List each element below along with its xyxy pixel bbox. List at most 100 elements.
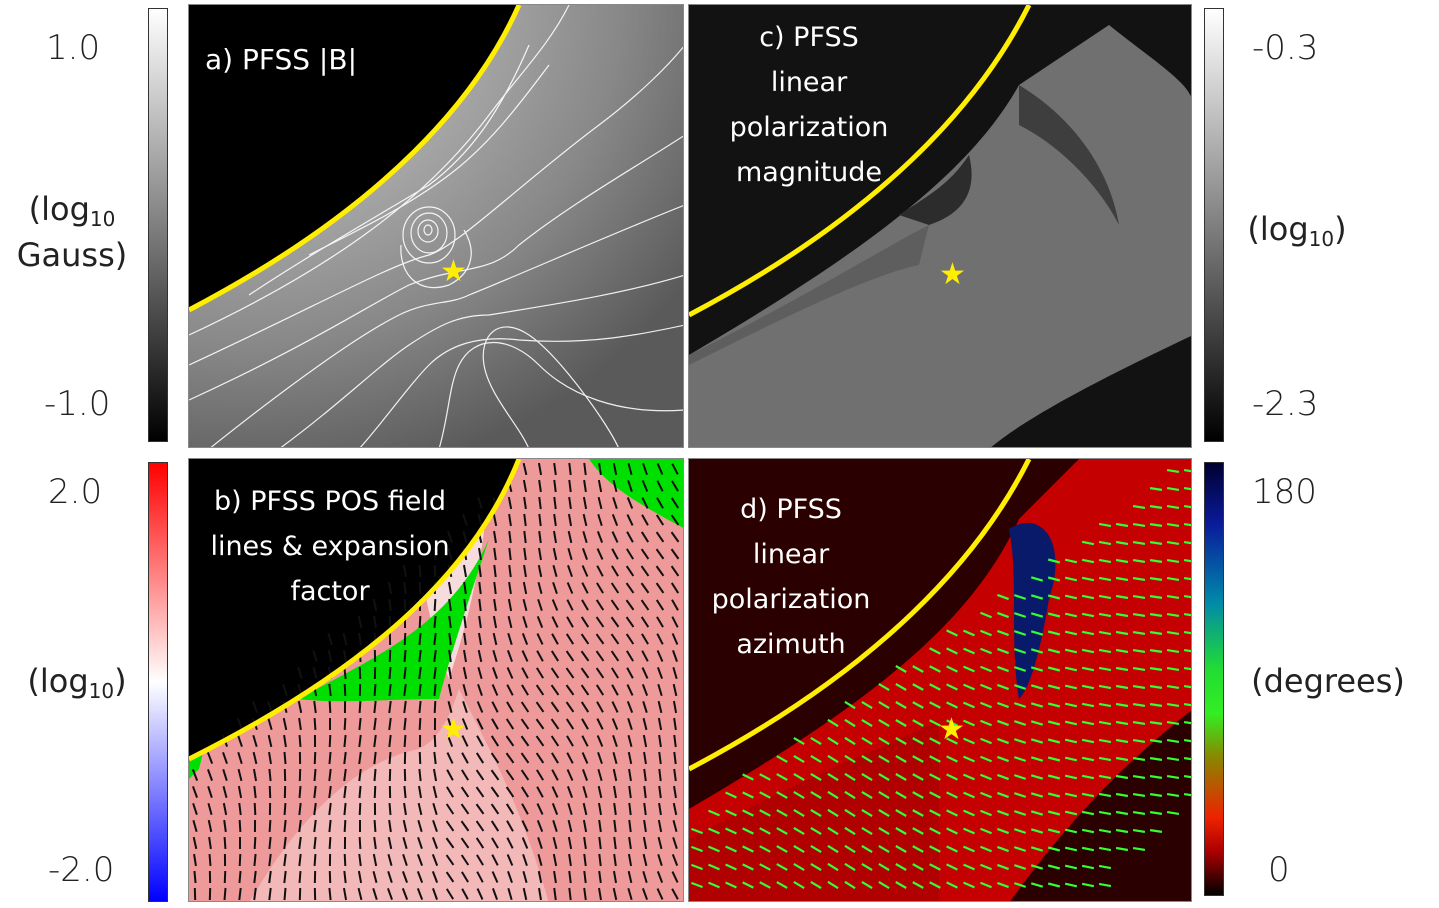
azimuth-vector	[1030, 882, 1044, 888]
field-vector	[490, 752, 500, 764]
azimuth-vector	[1132, 576, 1146, 582]
field-vector	[597, 513, 603, 527]
field-vector	[643, 802, 647, 816]
azimuth-vector	[980, 773, 992, 781]
field-vector	[462, 683, 468, 697]
field-vector	[490, 820, 500, 832]
azimuth-vector	[980, 719, 992, 727]
azimuth-vector	[1064, 576, 1078, 582]
azimuth-vector	[895, 881, 907, 889]
field-vector	[192, 836, 198, 850]
field-vector	[506, 650, 514, 662]
field-vector	[568, 853, 572, 867]
field-vector	[550, 667, 560, 679]
star-marker-d: ★	[938, 712, 965, 747]
azimuth-vector	[1098, 810, 1112, 816]
field-vector	[612, 768, 618, 782]
field-vector	[388, 666, 392, 680]
field-vector	[445, 803, 455, 815]
field-vector	[595, 650, 605, 662]
field-vector	[612, 462, 618, 476]
field-vector	[536, 667, 544, 679]
field-vector	[283, 802, 287, 816]
azimuth-vector	[929, 863, 941, 871]
azimuth-vector	[1098, 828, 1112, 834]
azimuth-vector	[1098, 558, 1112, 564]
field-vector	[673, 768, 677, 782]
field-vector	[671, 888, 679, 900]
field-vector	[658, 768, 662, 782]
field-vector	[462, 564, 468, 578]
field-vector	[565, 633, 575, 645]
field-vector	[283, 836, 287, 850]
field-vector	[625, 633, 635, 645]
azimuth-vector	[1166, 649, 1180, 653]
azimuth-vector	[1098, 684, 1112, 690]
field-vector	[461, 752, 469, 764]
azimuth-vector	[759, 881, 771, 889]
field-vector	[237, 768, 243, 782]
field-vector	[358, 717, 362, 731]
field-vector	[597, 802, 603, 816]
azimuth-vector	[1013, 738, 1027, 744]
field-vector	[432, 768, 438, 782]
field-vector	[357, 887, 363, 901]
azimuth-vector	[1132, 738, 1146, 744]
field-vector	[433, 598, 437, 612]
field-vector	[506, 667, 514, 679]
azimuth-vector	[1149, 685, 1163, 689]
azimuth-vector	[1081, 720, 1095, 726]
field-vector	[610, 582, 620, 594]
field-vector	[493, 598, 497, 612]
field-vector	[642, 870, 648, 884]
field-vector	[491, 718, 499, 730]
field-vector	[522, 853, 528, 867]
field-vector	[191, 786, 199, 798]
azimuth-vector	[980, 881, 992, 889]
field-vector	[553, 870, 557, 884]
azimuth-vector	[1030, 810, 1044, 816]
field-vector	[641, 888, 649, 900]
azimuth-vector	[708, 881, 720, 889]
field-vector	[282, 683, 288, 697]
field-vector	[550, 684, 560, 696]
azimuth-vector	[1081, 810, 1095, 816]
field-vector	[298, 870, 302, 884]
azimuth-vector	[1098, 666, 1112, 672]
field-vector	[656, 888, 664, 900]
field-vector	[641, 684, 649, 696]
azimuth-vector	[1013, 882, 1027, 888]
field-vector	[595, 633, 605, 645]
azimuth-vector	[776, 863, 788, 871]
field-vector	[253, 836, 257, 850]
field-vector	[403, 581, 407, 595]
azimuth-vector	[929, 809, 941, 817]
azimuth-vector	[878, 808, 890, 818]
field-vector	[565, 684, 575, 696]
azimuth-vector	[1013, 684, 1027, 690]
azimuth-vector	[1149, 487, 1163, 491]
field-vector	[463, 598, 467, 612]
field-vector	[492, 667, 498, 679]
field-vector	[298, 836, 302, 850]
azimuth-vector	[810, 844, 822, 854]
field-vector	[580, 701, 590, 713]
azimuth-vector	[878, 736, 890, 746]
field-vector	[252, 734, 258, 748]
field-vector	[658, 734, 662, 748]
field-vector	[491, 871, 499, 883]
azimuth-vector	[776, 881, 788, 889]
field-vector	[613, 853, 617, 867]
colorbar-b-unit: (log10)	[27, 662, 127, 703]
field-vector	[596, 548, 604, 560]
azimuth-vector	[1081, 558, 1095, 564]
azimuth-vector	[895, 773, 907, 781]
azimuth-vector	[996, 719, 1010, 727]
field-vector	[236, 718, 244, 730]
field-vector	[565, 650, 575, 662]
field-vector	[403, 717, 407, 731]
field-vector	[476, 854, 484, 866]
field-vector	[657, 836, 663, 850]
field-vector	[237, 785, 243, 799]
field-vector	[208, 836, 212, 850]
